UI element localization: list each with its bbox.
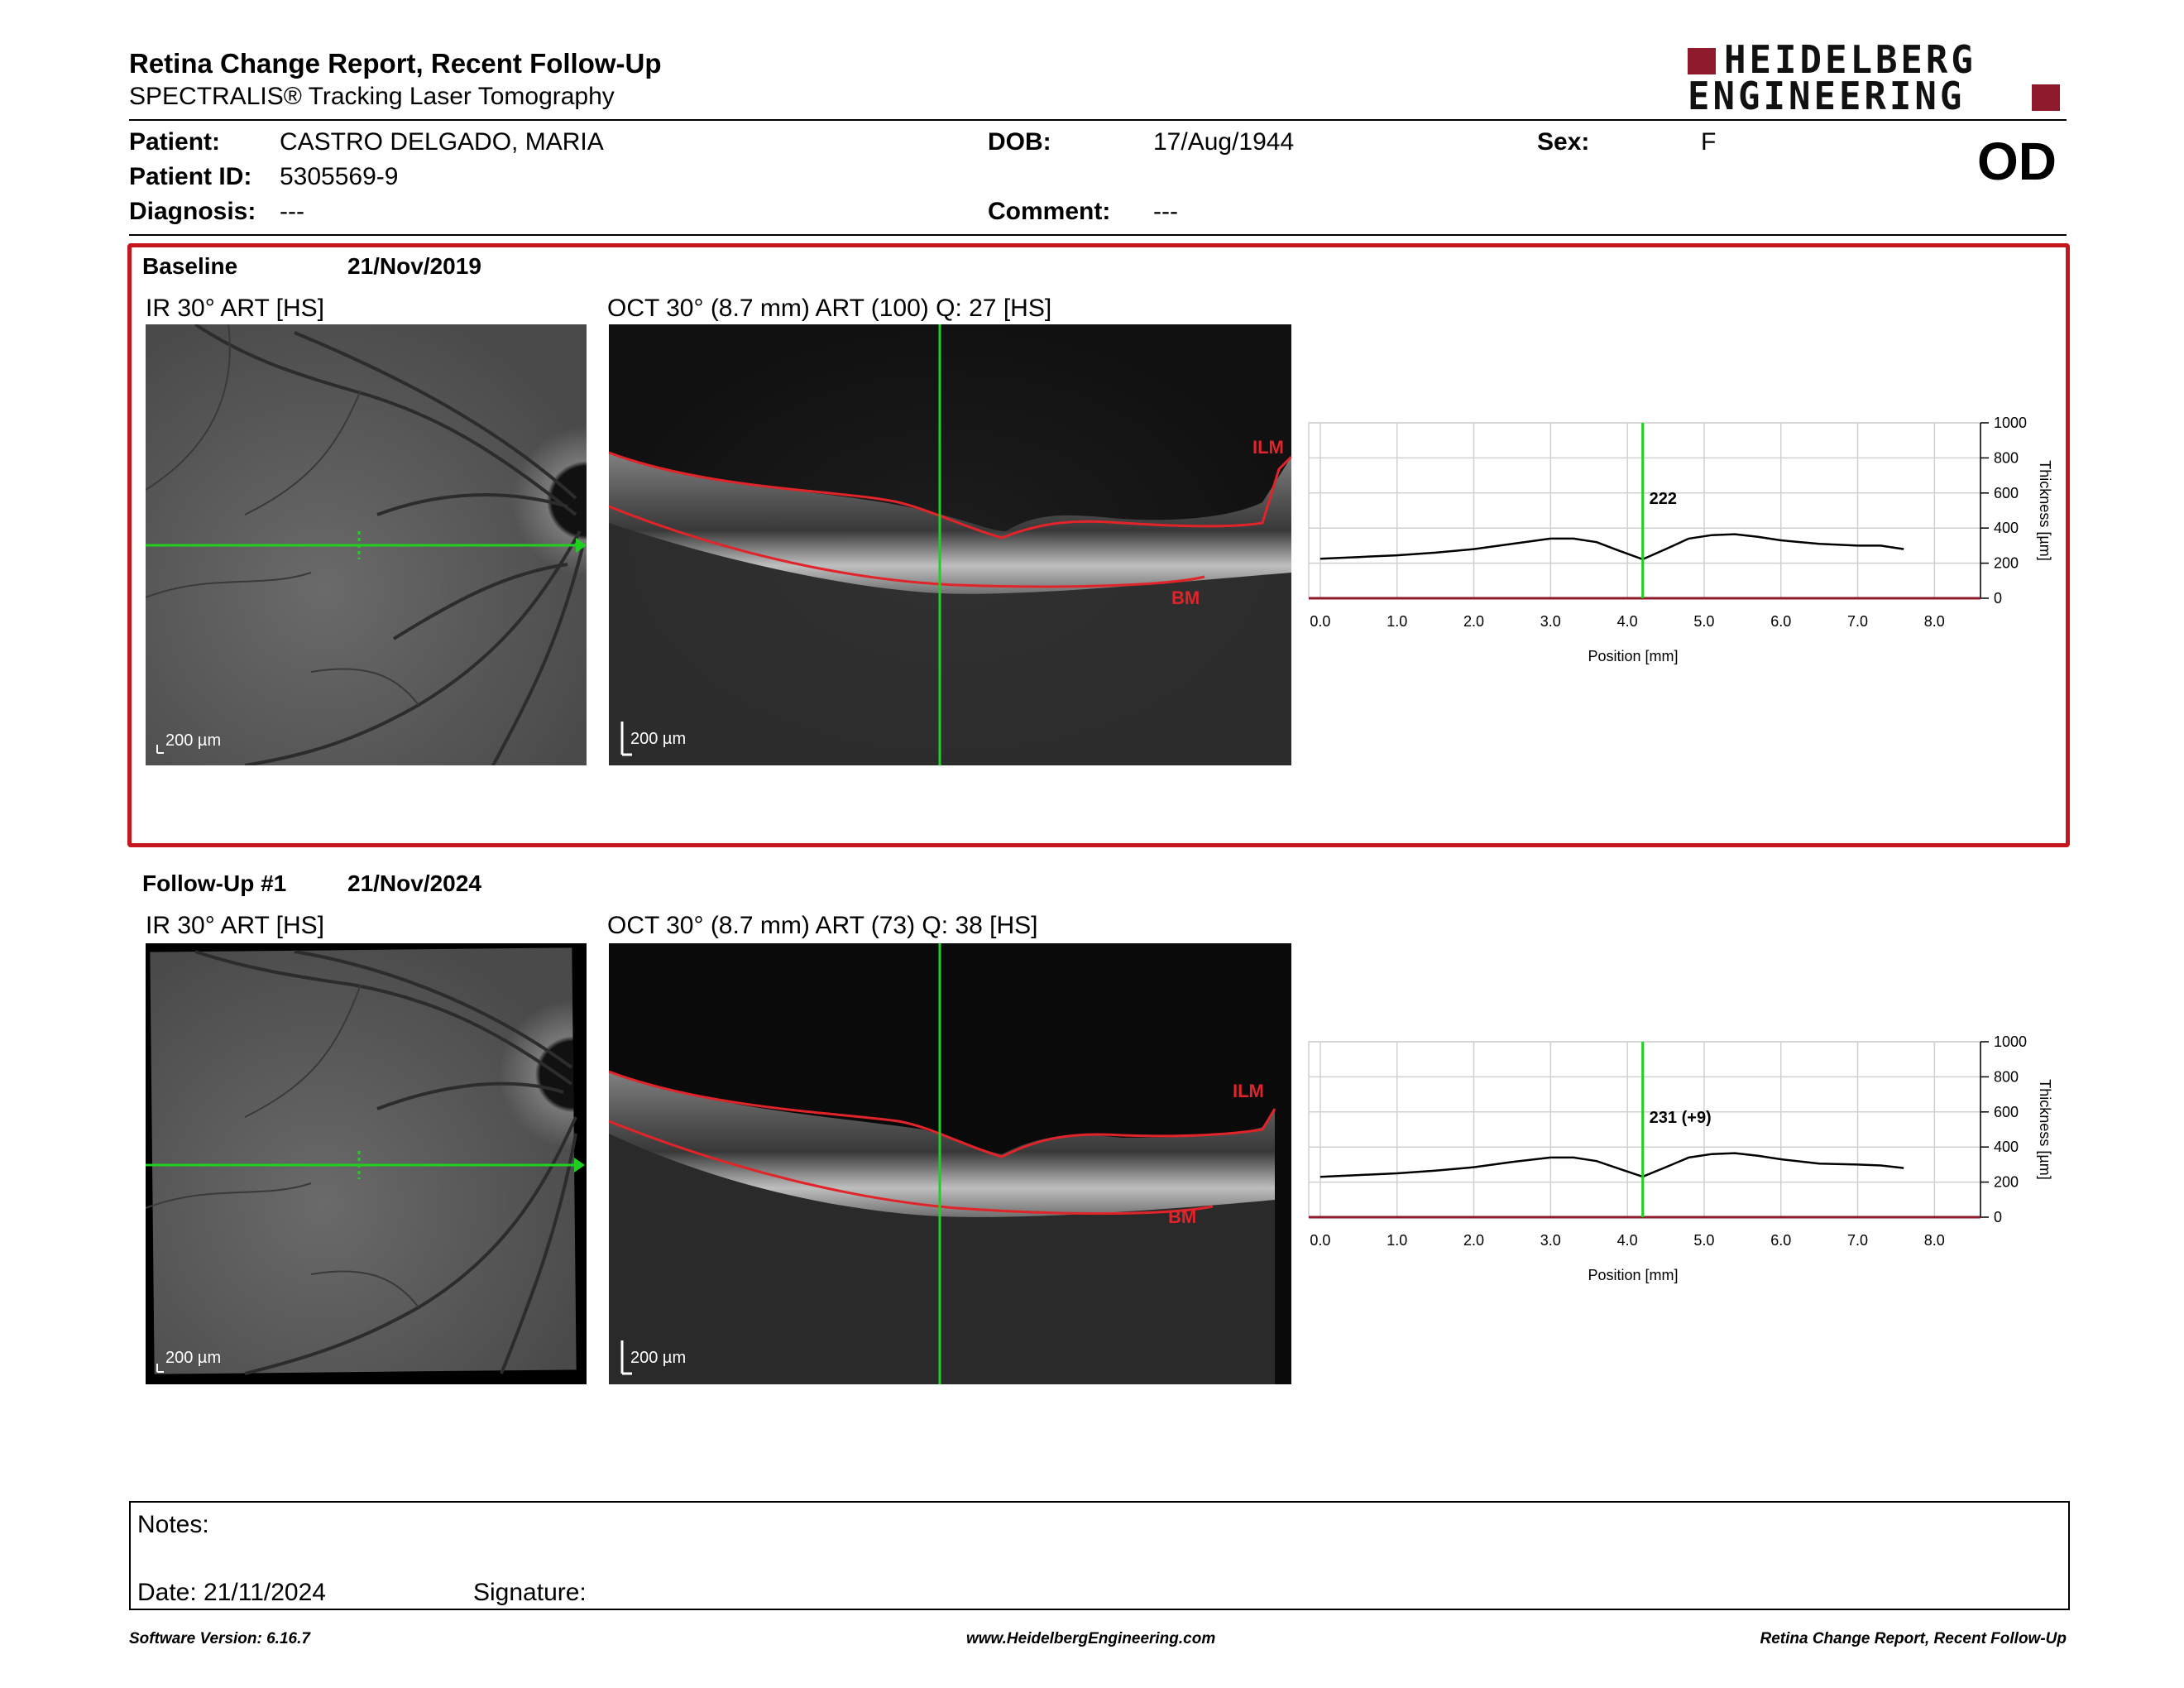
x-tick-label: 2.0 [1463,613,1484,630]
patient-label: Patient: [129,128,221,156]
marker-value-label: 231 (+9) [1650,1109,1712,1127]
followup-oct-caption: OCT 30° (8.7 mm) ART (73) Q: 38 [HS] [607,912,1038,939]
x-tick-label: 1.0 [1387,613,1407,630]
x-tick-label: 5.0 [1693,613,1714,630]
thickness-line [1320,1152,1904,1178]
marker-value-label: 222 [1650,490,1677,508]
logo-block-bottom [2032,84,2060,111]
patient-divider [129,234,2067,236]
y-tick-label: 1000 [1994,415,2027,431]
patient-id-label: Patient ID: [129,163,252,190]
x-tick-label: 4.0 [1617,613,1638,630]
followup-ir-scale: 200 µm [165,1349,222,1367]
followup-ir-fundus-image[interactable]: 200 µm [146,943,587,1384]
baseline-ir-caption: IR 30° ART [HS] [146,295,324,322]
comment-value: --- [1153,198,1178,225]
report-subtitle: SPECTRALIS® Tracking Laser Tomography [129,83,615,110]
y-tick-label: 800 [1994,1068,2019,1085]
report-title: Retina Change Report, Recent Follow-Up [129,48,662,79]
x-tick-label: 8.0 [1924,613,1945,630]
x-tick-label: 6.0 [1770,613,1791,630]
y-tick-label: 400 [1994,520,2019,536]
followup-thickness-chart: 0.0 1.0 2.0 3.0 4.0 5.0 6.0 7.0 8.0 0 200 400 600 800… [1308,1033,2053,1283]
y-tick-label: 800 [1994,449,2019,466]
baseline-frame [127,243,2070,847]
heidelberg-logo: HEIDELBERG ENGINEERING [1688,41,2068,119]
y-tick-label: 0 [1994,1209,2002,1225]
signature-label: Signature: [473,1579,587,1606]
comment-label: Comment: [988,198,1111,225]
baseline-ir-scale: 200 µm [165,731,222,750]
y-tick-label: 600 [1994,1104,2019,1120]
baseline-date: 21/Nov/2019 [347,253,481,279]
x-tick-label: 3.0 [1540,613,1561,630]
thickness-line [1320,533,1904,561]
x-tick-label: 5.0 [1693,1232,1714,1249]
baseline-ir-fundus-image[interactable]: 200 µm [146,324,587,765]
followup-oct-scale: 200 µm [630,1349,687,1367]
diagnosis-label: Diagnosis: [129,198,256,225]
x-tick-label: 0.0 [1310,1232,1330,1249]
dob-value: 17/Aug/1944 [1153,128,1295,156]
x-tick-label: 7.0 [1847,613,1868,630]
followup-ir-caption: IR 30° ART [HS] [146,912,324,939]
followup-bm-label: BM [1168,1206,1197,1227]
x-tick-label: 0.0 [1310,613,1330,630]
footer-report-name: Retina Change Report, Recent Follow-Up [1760,1630,2067,1647]
x-axis-label: Position [mm] [1588,1267,1678,1283]
software-version: Software Version: 6.16.7 [129,1630,310,1647]
baseline-bm-label: BM [1171,587,1200,608]
x-tick-label: 3.0 [1540,1232,1561,1249]
y-tick-label: 400 [1994,1139,2019,1155]
plot-frame [1308,1041,1981,1218]
patient-name: CASTRO DELGADO, MARIA [280,128,604,156]
followup-label: Follow-Up #1 [142,870,287,896]
logo-block-top [1688,48,1716,74]
x-tick-label: 1.0 [1387,1232,1407,1249]
baseline-oct-bscan[interactable]: ILM BM 200 µm [609,324,1291,765]
notes-box[interactable]: Notes: Date: 21/11/2024 Signature: [129,1501,2070,1610]
dob-label: DOB: [988,128,1051,156]
logo-line2: ENGINEERING [1688,74,1966,119]
y-axis-label: Thickness [µm] [2037,1079,2053,1179]
x-tick-label: 7.0 [1847,1232,1868,1249]
sex-label: Sex: [1537,128,1590,156]
y-tick-label: 0 [1994,590,2002,607]
header-divider [129,119,2067,121]
y-tick-label: 1000 [1994,1033,2027,1050]
baseline-thickness-chart: 0.0 1.0 2.0 3.0 4.0 5.0 6.0 7.0 8.0 0 200 400 600 800… [1308,415,2053,664]
logo-line1: HEIDELBERG [1724,37,1976,83]
baseline-oct-scale: 200 µm [630,730,687,748]
baseline-oct-caption: OCT 30° (8.7 mm) ART (100) Q: 27 [HS] [607,295,1052,322]
sex-value: F [1701,128,1717,156]
notes-label: Notes: [137,1511,209,1538]
y-tick-label: 600 [1994,485,2019,501]
x-tick-label: 4.0 [1617,1232,1638,1249]
x-tick-label: 8.0 [1924,1232,1945,1249]
y-axis-label: Thickness [µm] [2037,460,2053,560]
plot-frame [1308,422,1981,599]
followup-oct-bscan[interactable]: ILM BM 200 µm [609,943,1291,1384]
website-link[interactable]: www.HeidelbergEngineering.com [966,1630,1216,1647]
y-tick-label: 200 [1994,555,2019,572]
x-tick-label: 2.0 [1463,1232,1484,1249]
eye-indicator: OD [1977,132,2057,191]
baseline-ilm-label: ILM [1252,437,1284,458]
date-label: Date: 21/11/2024 [137,1579,326,1606]
baseline-label: Baseline [142,253,238,279]
followup-date: 21/Nov/2024 [347,870,481,896]
x-tick-label: 6.0 [1770,1232,1791,1249]
y-tick-label: 200 [1994,1174,2019,1191]
patient-id: 5305569-9 [280,163,399,190]
x-axis-label: Position [mm] [1588,648,1678,664]
followup-ilm-label: ILM [1233,1081,1264,1101]
diagnosis-value: --- [280,198,304,225]
